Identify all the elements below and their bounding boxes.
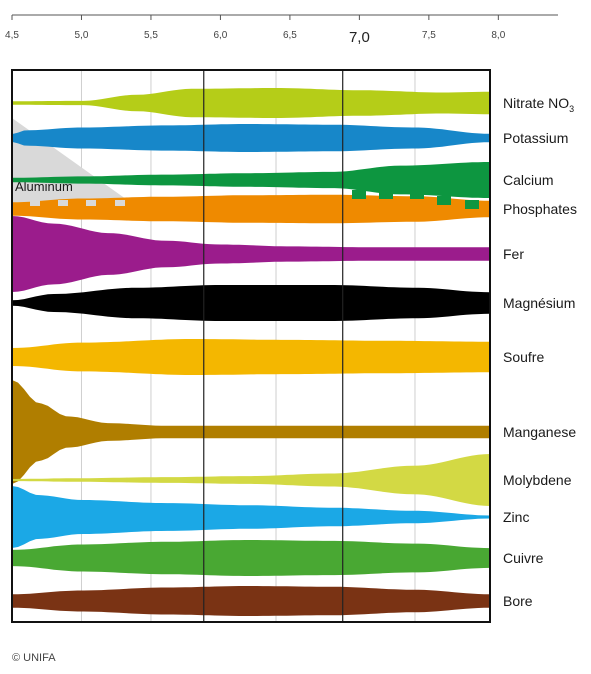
band-calcium xyxy=(12,162,490,198)
scale-tick-label: 8,0 xyxy=(491,30,505,41)
nutrient-label: Soufre xyxy=(503,349,544,365)
nutrient-label: Fer xyxy=(503,246,524,262)
nutrient-label-text: Calcium xyxy=(503,172,554,188)
nutrient-label: Bore xyxy=(503,593,533,609)
nutrient-label-text: Zinc xyxy=(503,509,529,525)
nutrient-label-text: Nitrate NO xyxy=(503,95,569,111)
nutrient-label: Manganese xyxy=(503,424,576,440)
scale-tick-label: 4,5 xyxy=(5,30,19,41)
band-nitrate-no xyxy=(12,88,490,118)
band-bore xyxy=(12,586,490,616)
nutrient-label-text: Bore xyxy=(503,593,533,609)
nutrient-label-text: Cuivre xyxy=(503,550,544,566)
calcium-notches xyxy=(30,190,479,209)
nutrient-label-text: Fer xyxy=(503,246,524,262)
nutrient-label: Phosphates xyxy=(503,201,577,217)
scale-tick-label: 5,0 xyxy=(75,30,89,41)
calcium-notch xyxy=(352,190,366,199)
band-soufre xyxy=(12,339,490,375)
scale-tick-label: 5,5 xyxy=(144,30,158,41)
ph-scale: 4,5 5,0 5,5 6,0 6,5 7,0 7,5 8,0 xyxy=(5,14,558,46)
scale-tick-label: 6,5 xyxy=(283,30,297,41)
scale-tick-label: 7,5 xyxy=(422,30,436,41)
chart-frame xyxy=(11,69,491,623)
aluminum-notch xyxy=(115,200,125,206)
band-fer xyxy=(12,216,490,292)
band-potassium xyxy=(12,124,490,152)
nutrient-label-text: Phosphates xyxy=(503,201,577,217)
scale-tick-label: 6,0 xyxy=(213,30,227,41)
aluminum-notch xyxy=(58,200,68,206)
calcium-notch xyxy=(379,190,393,199)
nutrient-bands xyxy=(12,88,490,616)
nutrient-label-text: Magnésium xyxy=(503,295,575,311)
aluminum-notch xyxy=(86,200,96,206)
scale-tick-label: 7,0 xyxy=(349,29,370,46)
nutrient-label: Magnésium xyxy=(503,295,575,311)
nutrient-label: Zinc xyxy=(503,509,529,525)
nutrient-label-text: Potassium xyxy=(503,130,568,146)
band-molybdene xyxy=(12,454,490,506)
calcium-notch xyxy=(465,200,479,209)
calcium-notch xyxy=(437,196,451,205)
nutrient-label: Potassium xyxy=(503,130,568,146)
band-manganese xyxy=(12,380,490,484)
credit-text: © UNIFA xyxy=(12,652,56,664)
band-phosphates xyxy=(12,194,490,224)
nutrient-labels: Nitrate NO3 Potassium Calcium Phosphates Fer… xyxy=(503,95,577,609)
nutrient-label-text: Molybdene xyxy=(503,472,572,488)
band-zinc xyxy=(12,486,490,548)
band-cuivre xyxy=(12,540,490,576)
nutrient-label-text: Manganese xyxy=(503,424,576,440)
aluminum-notch xyxy=(30,200,40,206)
nutrient-label-subscript: 3 xyxy=(569,104,574,114)
band-magn-sium xyxy=(12,285,490,321)
nutrient-label: Cuivre xyxy=(503,550,544,566)
nutrient-label: Molybdene xyxy=(503,472,572,488)
nutrient-label-text: Soufre xyxy=(503,349,544,365)
plot-frame xyxy=(11,69,491,623)
nutrient-label: Nitrate NO3 xyxy=(503,95,574,114)
calcium-notch xyxy=(410,190,424,199)
nutrient-label: Calcium xyxy=(503,172,554,188)
